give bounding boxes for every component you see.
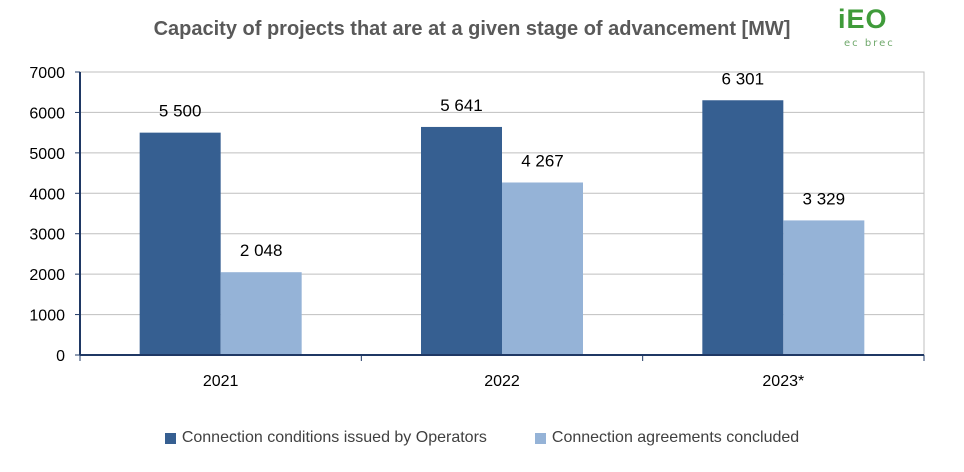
data-label-conditions-2022: 5 641 [440, 96, 483, 115]
x-tick-label: 2021 [203, 373, 239, 390]
y-tick-label: 5000 [29, 146, 65, 163]
y-tick-label: 2000 [29, 267, 65, 284]
bar-agreements-2023 [783, 220, 865, 355]
legend-item-agreements: Connection agreements concluded [534, 429, 800, 447]
logo-word: iEO [838, 4, 888, 34]
legend-label-agreements: Connection agreements concluded [551, 429, 800, 446]
legend-swatch-agreements [534, 432, 546, 444]
data-label-agreements-2021: 2 048 [240, 241, 283, 260]
data-label-conditions-2023: 6 301 [722, 69, 765, 88]
chart-legend: Connection conditions issued by Operator… [0, 429, 964, 447]
y-tick-label: 6000 [29, 105, 65, 122]
y-tick-label: 1000 [29, 308, 65, 325]
y-tick-label: 7000 [29, 65, 65, 82]
data-label-agreements-2023: 3 329 [803, 189, 846, 208]
data-label-conditions-2021: 5 500 [159, 102, 202, 121]
y-tick-label: 4000 [29, 186, 65, 203]
legend-swatch-conditions [164, 432, 176, 444]
x-tick-label: 2022 [484, 373, 520, 390]
legend-label-conditions: Connection conditions issued by Operator… [181, 429, 487, 446]
bar-agreements-2022 [502, 182, 583, 355]
bar-agreements-2021 [220, 272, 302, 355]
ieo-logo: iEO ec brec [830, 4, 910, 52]
y-tick-label: 3000 [29, 227, 65, 244]
bar-conditions-2022 [421, 126, 502, 355]
legend-item-conditions: Connection conditions issued by Operator… [164, 429, 487, 447]
chart-title: Capacity of projects that are at a given… [153, 18, 791, 40]
bar-conditions-2021 [139, 132, 221, 355]
y-tick-label: 0 [56, 348, 65, 365]
data-label-agreements-2022: 4 267 [521, 151, 564, 170]
bar-conditions-2023 [702, 100, 784, 355]
x-tick-label: 2023* [762, 373, 804, 390]
logo-subtitle: ec brec [844, 38, 895, 49]
